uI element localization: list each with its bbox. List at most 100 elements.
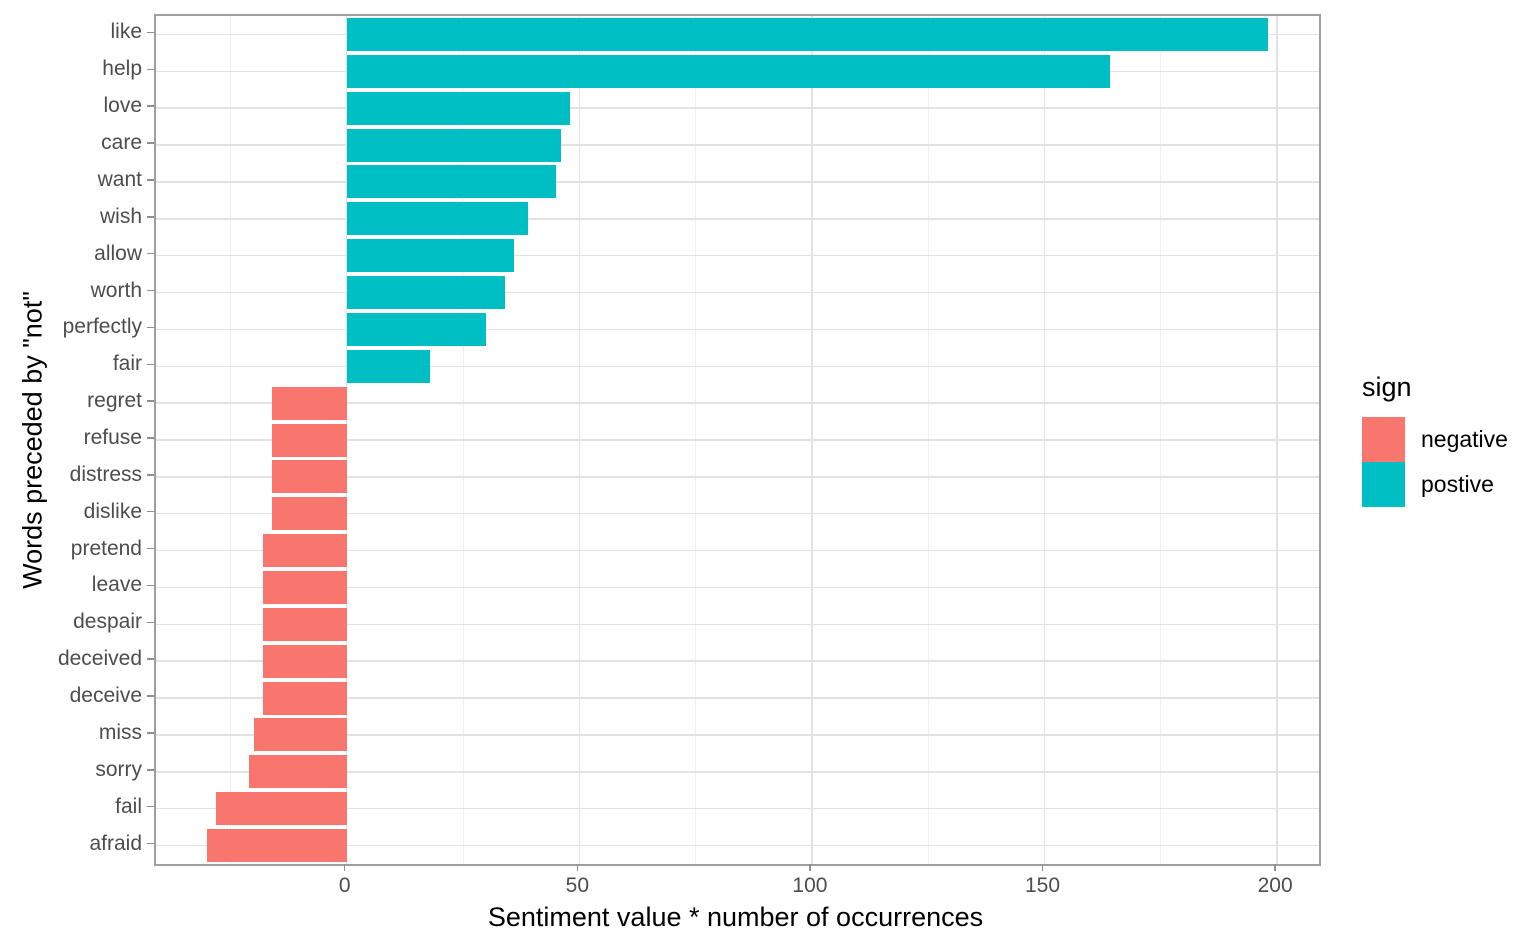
y-axis-label-refuse: refuse (83, 426, 142, 449)
y-tick-mark (147, 732, 154, 734)
y-tick-mark (147, 400, 154, 402)
x-axis-tick-label-0: 0 (338, 874, 351, 897)
bar-distress (272, 460, 347, 494)
y-tick-mark (147, 842, 154, 845)
y-axis-label-distress: distress (69, 462, 142, 486)
legend-entry-postive: postive (1362, 462, 1508, 507)
bar-miss (253, 718, 347, 752)
y-axis-label-allow: allow (94, 241, 142, 265)
y-tick-mark (147, 216, 154, 218)
y-tick-mark (147, 437, 154, 439)
gridline-major-h (156, 734, 1319, 736)
y-axis-label-want: want (97, 167, 142, 191)
y-tick-mark (147, 363, 154, 365)
x-tick-mark (809, 864, 811, 871)
y-axis-label-love: love (103, 94, 142, 118)
gridline-major-h (156, 586, 1319, 589)
bar-perfectly (346, 312, 487, 346)
x-tick-mark (1041, 864, 1044, 871)
y-tick-mark (147, 584, 154, 587)
bar-love (346, 91, 570, 125)
gridline-major-h (156, 439, 1319, 441)
legend-swatch-postive (1362, 462, 1405, 507)
gridline-major-h (156, 844, 1319, 847)
bar-deceived (262, 644, 347, 678)
legend-title: sign (1362, 372, 1412, 402)
y-axis-label-regret: regret (87, 389, 142, 413)
x-axis-tick-label-150: 150 (1025, 874, 1061, 897)
y-axis-label-despair: despair (73, 610, 142, 634)
y-axis-label-worth: worth (90, 278, 142, 302)
y-tick-mark (147, 289, 154, 292)
gridline-major-h (156, 549, 1319, 552)
bar-like (346, 17, 1268, 51)
y-tick-mark (147, 326, 154, 329)
y-tick-mark (147, 658, 154, 660)
y-tick-mark (147, 179, 154, 181)
gridline-major-h (156, 291, 1319, 294)
x-tick-mark (576, 864, 579, 871)
y-axis-label-sorry: sorry (95, 757, 142, 781)
y-tick-mark (147, 142, 154, 144)
y-tick-mark (147, 252, 154, 255)
bar-dislike (272, 497, 347, 531)
x-axis-title: Sentiment value * number of occurrences (487, 902, 984, 932)
x-tick-mark (1274, 864, 1276, 871)
y-tick-mark (147, 474, 154, 476)
bar-wish (346, 202, 529, 236)
x-tick-mark (343, 864, 346, 871)
x-axis-tick-label-50: 50 (565, 874, 589, 897)
bar-refuse (272, 423, 347, 457)
legend-label-postive: postive (1421, 471, 1494, 497)
gridline-major-h (156, 181, 1319, 183)
gridline-major-h (156, 402, 1319, 404)
y-tick-mark (147, 695, 154, 697)
legend-label-negative: negative (1421, 426, 1508, 452)
bar-worth (346, 276, 505, 310)
gridline-major-h (156, 623, 1319, 626)
gridline-major-h (156, 697, 1319, 699)
y-axis-label-afraid: afraid (89, 831, 142, 855)
gridline-major-h (156, 328, 1319, 331)
y-axis-label-perfectly: perfectly (62, 315, 142, 339)
y-axis-label-help: help (102, 57, 142, 81)
y-tick-mark (147, 105, 154, 107)
plot-panel (154, 14, 1321, 866)
gridline-major-h (156, 660, 1319, 662)
legend-entry-negative: negative (1362, 417, 1508, 462)
gridline-major-h (156, 512, 1319, 515)
y-tick-mark (147, 68, 154, 71)
gridline-major-h (156, 771, 1319, 773)
bar-fair (346, 349, 431, 383)
y-axis-label-dislike: dislike (83, 499, 142, 523)
bar-afraid (207, 829, 347, 863)
x-axis-tick-label-200: 200 (1257, 874, 1293, 897)
bar-despair (262, 607, 347, 641)
gridline-major-h (156, 476, 1319, 478)
y-tick-mark (147, 31, 154, 34)
gridline-major-h (156, 807, 1319, 810)
gridline-major-h (156, 218, 1319, 220)
y-axis-label-wish: wish (99, 204, 142, 228)
bar-care (346, 128, 561, 162)
gridline-major-h (156, 365, 1319, 367)
legend: sign negative postive (1362, 372, 1508, 507)
y-tick-mark (147, 769, 154, 771)
y-axis-label-leave: leave (91, 573, 142, 597)
gridline-major-h (156, 107, 1319, 109)
bar-fail (216, 792, 347, 826)
bar-deceive (262, 681, 347, 715)
y-axis-label-fail: fail (115, 794, 142, 818)
bar-help (346, 54, 1110, 88)
bar-sorry (249, 755, 347, 789)
y-tick-mark (147, 805, 154, 808)
bar-pretend (262, 534, 347, 568)
gridline-major-h (156, 144, 1319, 146)
bar-leave (262, 570, 347, 604)
y-tick-mark (147, 621, 154, 624)
y-axis-label-deceived: deceived (57, 647, 142, 671)
gridline-major-h (156, 254, 1319, 257)
x-axis-tick-label-100: 100 (792, 874, 828, 897)
y-axis-label-deceive: deceive (69, 684, 142, 708)
